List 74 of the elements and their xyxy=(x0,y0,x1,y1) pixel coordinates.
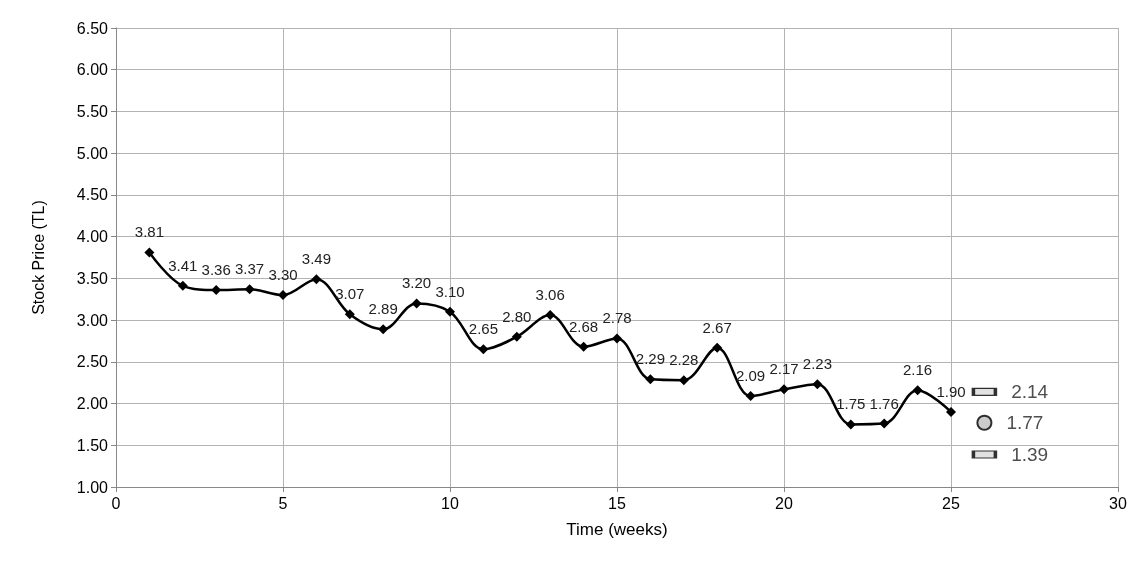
point xyxy=(278,290,288,301)
x-tick-label: 10 xyxy=(441,494,459,512)
point xyxy=(745,391,756,402)
point xyxy=(378,324,389,335)
x-tick-label: 30 xyxy=(1109,494,1127,512)
y-tick-label: 4.00 xyxy=(76,228,109,246)
point xyxy=(311,274,322,285)
point xyxy=(779,384,789,395)
data-label: 2.68 xyxy=(569,317,599,335)
data-label: 3.07 xyxy=(335,285,365,303)
point xyxy=(411,298,422,309)
x-axis-title: Time (weeks) xyxy=(566,520,668,539)
y-tick-label: 3.50 xyxy=(76,269,109,287)
y-tick-label: 1.00 xyxy=(76,478,109,496)
point xyxy=(879,418,890,429)
y-tick-label: 2.50 xyxy=(76,353,109,371)
point xyxy=(976,414,993,431)
y-tick-label: 6.00 xyxy=(76,61,109,79)
point xyxy=(344,309,355,320)
data-label: 2.17 xyxy=(769,360,799,378)
point xyxy=(478,344,489,355)
data-label: 2.78 xyxy=(602,309,632,327)
point xyxy=(912,385,923,396)
x-tick-label: 0 xyxy=(111,494,121,512)
point xyxy=(244,284,255,295)
point xyxy=(177,280,188,291)
data-label: 2.16 xyxy=(903,361,933,379)
data-label: 3.81 xyxy=(134,223,164,241)
point xyxy=(144,247,155,258)
data-label: 3.37 xyxy=(235,260,265,278)
point xyxy=(645,374,656,385)
data-label: 2.14 xyxy=(1011,381,1049,403)
y-axis-title: Stock Price (TL) xyxy=(29,200,47,315)
point xyxy=(678,375,689,386)
x-tick-label: 5 xyxy=(278,494,288,512)
data-label: 2.23 xyxy=(802,355,832,373)
data-label: 1.77 xyxy=(1006,412,1044,434)
data-label: 3.49 xyxy=(301,250,331,268)
data-label: 3.30 xyxy=(268,266,298,284)
point xyxy=(578,341,589,352)
x-tick-label: 15 xyxy=(608,494,626,512)
y-tick-label: 4.50 xyxy=(76,186,109,204)
point xyxy=(812,379,823,390)
data-label: 1.76 xyxy=(869,394,899,412)
data-label: 2.80 xyxy=(502,307,532,325)
data-label: 2.65 xyxy=(468,320,498,338)
x-tick-label: 20 xyxy=(775,494,793,512)
data-label: 3.20 xyxy=(402,274,432,292)
data-label: 3.06 xyxy=(535,286,565,304)
point xyxy=(612,333,622,344)
data-label: 2.67 xyxy=(702,318,732,336)
point xyxy=(712,342,723,353)
data-label: 3.41 xyxy=(168,256,198,274)
y-tick-label: 1.50 xyxy=(76,436,109,454)
data-label: 1.75 xyxy=(836,395,866,413)
point xyxy=(946,406,956,417)
data-label: 2.28 xyxy=(669,351,699,369)
data-label: 2.09 xyxy=(736,367,766,385)
x-tick-label: 25 xyxy=(942,494,960,512)
point xyxy=(445,306,455,317)
point xyxy=(845,419,856,430)
data-label: 3.10 xyxy=(435,282,465,300)
y-tick-label: 5.50 xyxy=(76,102,109,120)
y-tick-label: 3.00 xyxy=(76,311,109,329)
data-label: 2.89 xyxy=(368,300,398,318)
point xyxy=(511,331,522,342)
y-tick-label: 6.50 xyxy=(76,19,109,37)
y-tick-label: 2.00 xyxy=(76,395,109,413)
point xyxy=(545,310,556,321)
data-label: 1.90 xyxy=(936,382,966,400)
y-tick-label: 5.00 xyxy=(76,144,109,162)
data-label: 1.39 xyxy=(1011,443,1049,465)
data-label: 2.29 xyxy=(635,350,665,368)
data-label: 3.36 xyxy=(201,261,231,279)
